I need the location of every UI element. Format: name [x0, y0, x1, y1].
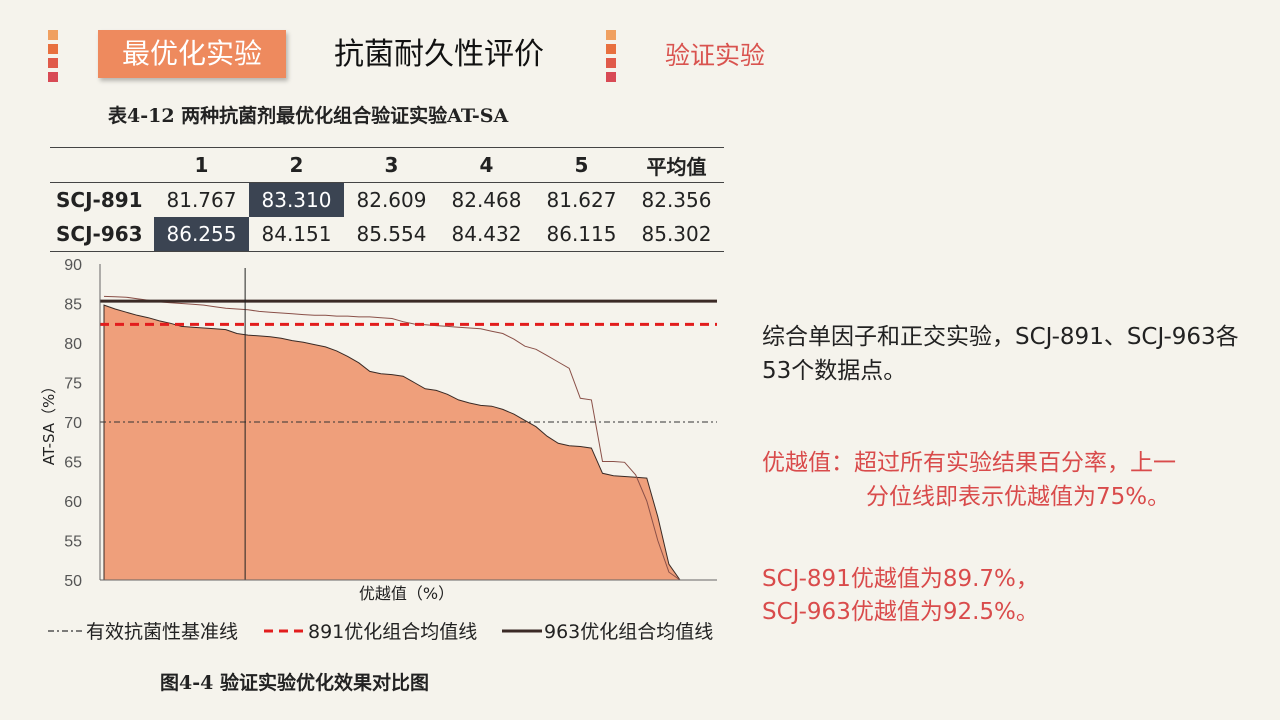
row-label: SCJ-891 [56, 188, 143, 212]
table-header-cell [50, 148, 154, 183]
y-tick-label: 70 [64, 415, 82, 432]
legend-label: 891优化组合均值线 [308, 621, 478, 643]
table-header-cell: 3 [384, 153, 399, 177]
table-cell: 86.115 [546, 222, 617, 246]
table-header-cell: 2 [289, 153, 304, 177]
superiority-definition-line2: 分位线即表示优越值为75%。 [866, 484, 1171, 510]
result-891: SCJ-891优越值为89.7%， [762, 566, 1039, 592]
table-cell: 85.554 [356, 222, 427, 246]
x-axis-label: 优越值（%） [359, 584, 454, 603]
legend-label: 有效抗菌性基准线 [86, 621, 239, 643]
y-tick-label: 55 [64, 534, 82, 551]
legend-dashed-line-icon [264, 629, 304, 632]
table-header-cell: 1 [194, 153, 209, 177]
table-cell: 81.767 [166, 188, 237, 212]
superiority-definition-line1: 优越值：超过所有实验结果百分率，上一 [762, 450, 1176, 476]
legend-solid-line-icon [502, 629, 542, 632]
legend-avg891: 891优化组合均值线 [264, 617, 477, 644]
y-tick-label: 85 [64, 297, 82, 314]
table-cell: 84.432 [451, 222, 522, 246]
table-header-cell: 5 [574, 153, 589, 177]
row-label: SCJ-963 [56, 222, 143, 246]
table-row: SCJ-891 81.767 83.310 82.609 82.468 81.6… [50, 182, 724, 217]
comparison-chart: 50 55 60 65 70 75 80 85 90 AT-SA（%） 优越值（%） [40, 257, 717, 603]
y-tick-label: 80 [64, 336, 82, 353]
summary-text: 综合单因子和正交实验，SCJ-891、SCJ-963各53个数据点。 [762, 324, 1239, 384]
legend-label: 963优化组合均值线 [544, 621, 714, 643]
tab-optimization-experiment[interactable]: 最优化实验 [98, 30, 286, 78]
table-caption: 表4-12 两种抗菌剂最优化组合验证实验AT-SA [108, 105, 509, 127]
table-cell: 82.468 [451, 188, 522, 212]
header-decoration-left [48, 30, 58, 82]
header-decoration-right [606, 30, 616, 82]
y-tick-label: 65 [64, 455, 82, 472]
y-tick-label: 60 [64, 494, 82, 511]
table-header-cell: 4 [479, 153, 494, 177]
series-area-scj-891 [103, 304, 681, 581]
tab-antibacterial-durability[interactable]: 抗菌耐久性评价 [334, 37, 544, 72]
legend-baseline: 有效抗菌性基准线 [48, 617, 238, 644]
table-cell: 85.302 [641, 222, 712, 246]
verification-table: 1 2 3 4 5 平均值 SCJ-891 81.767 83.310 82.6… [50, 147, 724, 252]
result-963: SCJ-963优越值为92.5%。 [762, 599, 1039, 625]
y-tick-label: 90 [64, 257, 82, 274]
table-header-row: 1 2 3 4 5 平均值 [50, 147, 724, 183]
y-tick-label: 50 [64, 573, 82, 590]
table-row: SCJ-963 86.255 84.151 85.554 84.432 86.1… [50, 217, 724, 252]
table-cell-highlighted: 83.310 [249, 182, 344, 217]
table-cell: 82.356 [641, 188, 712, 212]
table-cell: 81.627 [546, 188, 617, 212]
table-cell: 84.151 [261, 222, 332, 246]
tab-verification-experiment[interactable]: 验证实验 [665, 41, 766, 70]
y-axis-label: AT-SA（%） [40, 379, 58, 466]
legend-dashdot-line-icon [48, 629, 84, 632]
legend-avg963: 963优化组合均值线 [502, 617, 713, 644]
table-header-cell: 平均值 [646, 154, 707, 179]
table-cell: 82.609 [356, 188, 427, 212]
y-tick-label: 75 [64, 376, 82, 393]
table-cell-highlighted: 86.255 [154, 217, 249, 252]
series-line-scj-963 [103, 295, 681, 581]
figure-caption: 图4-4 验证实验优化效果对比图 [160, 672, 429, 694]
